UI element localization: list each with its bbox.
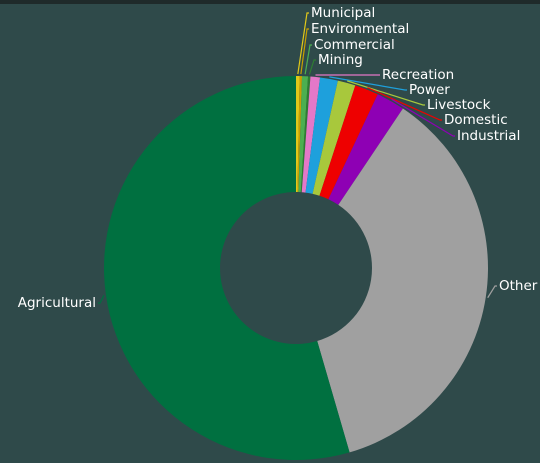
slice-other[interactable] [317, 108, 488, 453]
leader-line-commercial [304, 44, 312, 75]
leader-line-livestock [347, 80, 425, 106]
slice-mining[interactable] [300, 76, 311, 193]
leader-line-agricultural [98, 295, 105, 304]
label-commercial: Commercial [314, 37, 395, 53]
label-mining: Mining [318, 52, 363, 68]
slice-power[interactable] [305, 77, 338, 194]
slice-environmental[interactable] [297, 76, 303, 193]
slice-commercial[interactable] [298, 76, 309, 193]
label-environmental: Environmental [311, 21, 409, 37]
label-domestic: Domestic [444, 112, 508, 128]
slice-municipal[interactable] [296, 76, 300, 193]
leader-line-environmental [300, 28, 309, 75]
label-other: Other [499, 278, 538, 294]
slice-industrial[interactable] [328, 94, 403, 205]
label-livestock: Livestock [427, 97, 491, 113]
slice-agricultural[interactable] [103, 76, 350, 460]
leader-line-other [487, 285, 497, 299]
slice-livestock[interactable] [312, 80, 356, 196]
leader-line-industrial [391, 98, 455, 137]
label-agricultural: Agricultural [18, 295, 96, 311]
label-power: Power [409, 82, 450, 98]
label-recreation: Recreation [382, 67, 454, 83]
label-municipal: Municipal [311, 5, 375, 21]
leader-line-municipal [297, 12, 309, 75]
slice-recreation[interactable] [301, 76, 321, 193]
leader-line-domestic [367, 87, 442, 121]
label-industrial: Industrial [457, 128, 520, 144]
leader-line-mining [308, 59, 316, 75]
top-bar [0, 0, 540, 4]
slice-domestic[interactable] [319, 85, 378, 200]
leader-line-power [329, 76, 407, 91]
